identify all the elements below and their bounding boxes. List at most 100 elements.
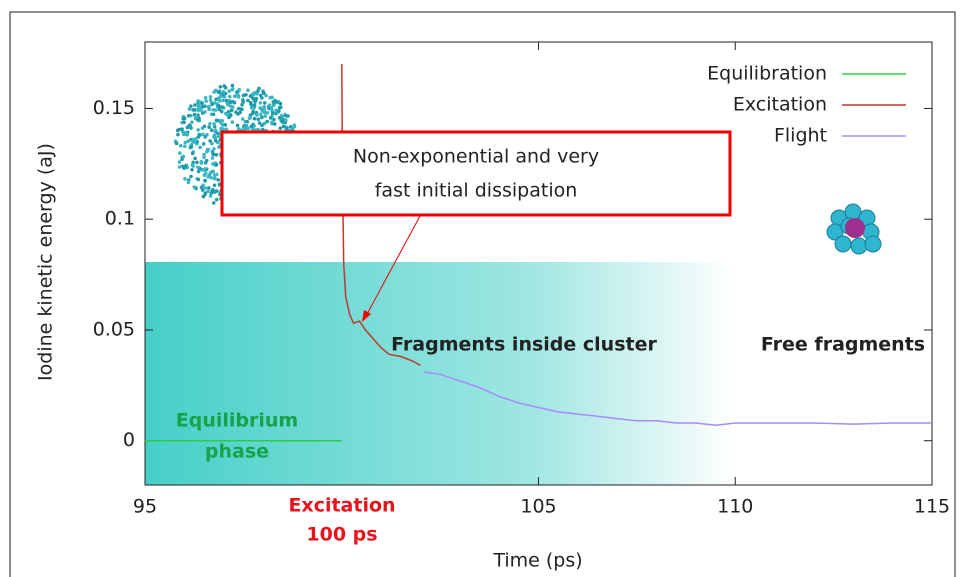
atom bbox=[248, 113, 253, 117]
atom bbox=[261, 89, 265, 94]
atom bbox=[265, 119, 269, 124]
atom bbox=[226, 103, 231, 107]
atom bbox=[210, 102, 214, 107]
x-tick-label: 110 bbox=[717, 496, 753, 518]
atom bbox=[189, 174, 193, 179]
atom bbox=[177, 160, 182, 164]
x-axis-label: Time (ps) bbox=[492, 550, 582, 572]
atom bbox=[195, 160, 199, 165]
atom bbox=[181, 116, 186, 121]
atom bbox=[202, 152, 206, 157]
y-tick-label: 0.05 bbox=[93, 318, 135, 340]
atom bbox=[255, 113, 259, 117]
atom bbox=[221, 90, 226, 94]
excitation-label: 100 ps bbox=[306, 524, 377, 546]
atom bbox=[254, 96, 259, 101]
y-tick-label: 0 bbox=[123, 429, 135, 451]
atom bbox=[215, 118, 220, 123]
atom bbox=[203, 191, 208, 195]
atom bbox=[181, 132, 186, 137]
atom bbox=[260, 109, 265, 113]
atom bbox=[227, 94, 232, 99]
atom bbox=[228, 113, 233, 118]
atom bbox=[268, 116, 273, 120]
equilibrium-label: phase bbox=[205, 441, 269, 463]
atom bbox=[196, 165, 200, 170]
atom bbox=[211, 108, 215, 112]
atom bbox=[264, 93, 268, 98]
region-shade bbox=[145, 262, 735, 485]
atom bbox=[245, 119, 250, 124]
atom bbox=[178, 143, 183, 148]
atom bbox=[206, 189, 210, 194]
legend-label: Flight bbox=[774, 125, 827, 147]
atom bbox=[281, 117, 285, 122]
callout-text: Non-exponential and very bbox=[353, 146, 599, 168]
x-tick-label: 105 bbox=[520, 496, 556, 518]
atom bbox=[260, 127, 265, 132]
atom bbox=[183, 164, 188, 169]
atom bbox=[190, 120, 194, 124]
atom bbox=[212, 122, 216, 126]
atom bbox=[240, 102, 244, 107]
iodine-core bbox=[845, 218, 865, 238]
legend-label: Excitation bbox=[733, 94, 827, 116]
atom bbox=[200, 126, 205, 130]
atom bbox=[256, 89, 260, 93]
atom bbox=[206, 104, 211, 109]
atom bbox=[208, 194, 213, 198]
atom bbox=[201, 132, 205, 137]
atom bbox=[260, 115, 264, 120]
atom bbox=[241, 93, 246, 98]
atom bbox=[217, 182, 222, 187]
atom bbox=[218, 94, 223, 99]
atom bbox=[236, 95, 241, 99]
atom bbox=[193, 103, 197, 107]
atom bbox=[274, 100, 279, 104]
atom bbox=[208, 171, 213, 175]
atom bbox=[283, 114, 288, 118]
atom bbox=[200, 101, 204, 106]
atom bbox=[226, 109, 231, 114]
atom bbox=[230, 105, 235, 109]
atom bbox=[181, 154, 186, 159]
atom bbox=[191, 160, 195, 165]
excitation-label: Excitation bbox=[288, 495, 395, 517]
atom bbox=[251, 92, 255, 96]
atom bbox=[248, 116, 252, 120]
atom bbox=[218, 120, 223, 125]
atom bbox=[216, 90, 221, 95]
atom bbox=[175, 128, 180, 133]
atom bbox=[223, 85, 228, 90]
atom bbox=[228, 100, 233, 105]
atom bbox=[251, 97, 256, 101]
atom bbox=[236, 106, 241, 111]
atom bbox=[284, 118, 288, 122]
atom bbox=[203, 104, 207, 108]
atom bbox=[201, 194, 206, 199]
atom bbox=[211, 169, 216, 174]
atom bbox=[196, 177, 201, 182]
atom bbox=[196, 118, 200, 122]
atom bbox=[216, 134, 221, 139]
atom bbox=[217, 98, 222, 103]
atom bbox=[202, 155, 206, 160]
atom bbox=[216, 103, 221, 108]
y-axis-label: Iodine kinetic energy (aJ) bbox=[35, 143, 57, 381]
atom bbox=[255, 91, 259, 96]
atom bbox=[212, 183, 217, 188]
atom bbox=[204, 171, 208, 176]
atom bbox=[277, 106, 282, 110]
atom bbox=[186, 114, 191, 118]
atom bbox=[193, 156, 197, 161]
atom bbox=[207, 125, 211, 129]
series-line bbox=[424, 371, 932, 426]
atom bbox=[191, 164, 195, 168]
atom bbox=[213, 176, 217, 181]
atom bbox=[209, 175, 213, 180]
atom bbox=[208, 122, 212, 126]
atom bbox=[210, 156, 215, 160]
atom bbox=[216, 178, 220, 182]
callout-box bbox=[220, 130, 732, 217]
